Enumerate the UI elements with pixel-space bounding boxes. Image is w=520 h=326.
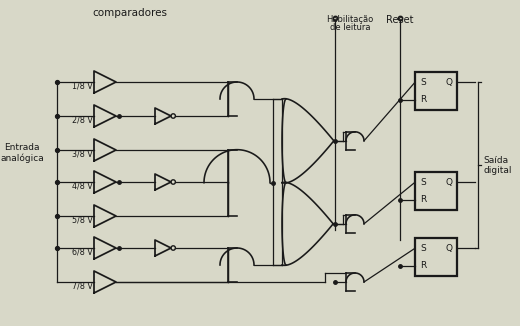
Text: 1/8 V: 1/8 V xyxy=(72,82,93,91)
Text: comparadores: comparadores xyxy=(93,8,167,18)
Text: Q: Q xyxy=(445,178,452,187)
Text: R: R xyxy=(420,195,426,204)
Text: R: R xyxy=(420,95,426,104)
Bar xyxy=(415,238,457,276)
Text: 4/8 V: 4/8 V xyxy=(72,182,93,191)
Text: Q: Q xyxy=(445,78,452,87)
Text: Reset: Reset xyxy=(386,15,414,25)
Text: Saída: Saída xyxy=(483,156,508,165)
Text: 6/8 V: 6/8 V xyxy=(72,248,93,257)
Text: digital: digital xyxy=(483,166,512,175)
Text: 7/8 V: 7/8 V xyxy=(72,282,93,291)
Text: S: S xyxy=(420,178,426,187)
Text: Q: Q xyxy=(445,244,452,253)
Text: Habilitação: Habilitação xyxy=(327,15,374,24)
Text: 5/8 V: 5/8 V xyxy=(72,216,93,225)
Text: analógica: analógica xyxy=(0,153,44,163)
Bar xyxy=(415,72,457,110)
Text: S: S xyxy=(420,244,426,253)
Bar xyxy=(415,172,457,210)
Text: S: S xyxy=(420,78,426,87)
Text: 2/8 V: 2/8 V xyxy=(72,116,93,125)
Text: R: R xyxy=(420,261,426,270)
Text: de leitura: de leitura xyxy=(330,23,370,32)
Text: 3/8 V: 3/8 V xyxy=(72,150,93,159)
Text: Entrada: Entrada xyxy=(4,143,40,153)
